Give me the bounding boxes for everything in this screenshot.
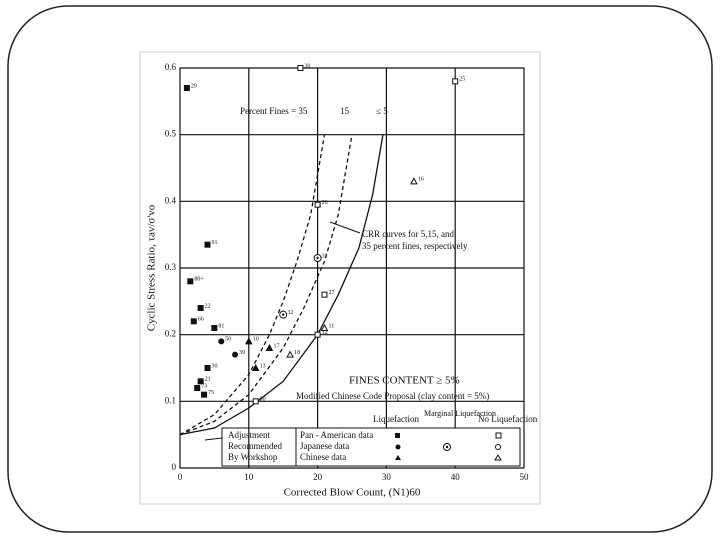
point — [197, 305, 204, 311]
point-label: 26 — [322, 200, 328, 206]
annotation: FINES CONTENT ≥ 5% — [349, 375, 460, 387]
point — [194, 385, 201, 391]
point — [204, 365, 211, 371]
x-tick-label: 30 — [382, 472, 392, 482]
x-tick-label: 10 — [244, 472, 254, 482]
point-label: 22 — [205, 303, 211, 309]
legend-column: Marginal Liquefaction — [424, 409, 496, 418]
y-axis-label: Cyclic Stress Ratio, τav/σ'vo — [146, 204, 158, 331]
y-tick-label: 0.1 — [165, 395, 176, 405]
point-center — [316, 256, 319, 260]
point — [297, 65, 304, 71]
point — [197, 378, 204, 385]
legend-box — [295, 427, 521, 467]
point — [265, 343, 274, 351]
annotation: Modified Chinese Code Proposal (clay con… — [296, 391, 489, 401]
point-label: 12 — [322, 330, 328, 336]
point — [187, 278, 194, 285]
point-label: 11 — [328, 323, 334, 329]
point — [190, 318, 197, 325]
x-tick-label: 20 — [313, 472, 323, 482]
point — [321, 291, 328, 298]
point — [232, 351, 239, 358]
y-tick-label: 0.3 — [165, 262, 177, 272]
annotation: 35 percent fines, respectively — [362, 241, 468, 251]
legend-symbol — [494, 454, 502, 461]
point-label: 81 — [218, 323, 224, 329]
point-label: 29 — [191, 83, 197, 89]
x-tick-label: 50 — [520, 472, 530, 482]
point — [244, 337, 253, 345]
point-label: 75 — [208, 390, 214, 396]
legend-symbol — [495, 444, 501, 450]
point-label: 25 — [459, 77, 465, 83]
annotation: CRR curves for 5,15, and — [362, 229, 454, 239]
annotation: Recommended — [228, 441, 282, 451]
point-label: 91 — [212, 240, 218, 246]
legend-symbol — [395, 433, 400, 438]
point-label: 18 — [294, 350, 300, 356]
point — [452, 78, 459, 85]
legend-symbol — [395, 455, 401, 460]
point — [218, 338, 225, 345]
point-label: 16 — [418, 177, 424, 183]
point-label: 17 — [273, 343, 279, 349]
y-tick-label: 0.6 — [165, 62, 177, 72]
arrow — [204, 437, 223, 441]
point — [314, 201, 321, 208]
crr-curve — [179, 134, 326, 436]
legend-symbol — [395, 444, 401, 450]
legend-row: Chinese data — [300, 452, 346, 462]
x-axis-label: Corrected Blow Count, (N1)60 — [284, 487, 421, 499]
point-label: 31 — [322, 253, 328, 259]
legend-column: Liquefaction — [373, 414, 419, 424]
point-center — [282, 313, 285, 316]
point — [183, 85, 190, 91]
y-tick-label: 0 — [172, 462, 177, 472]
crr-curve — [179, 134, 353, 436]
annotation: By Workshop — [228, 452, 278, 462]
point — [251, 363, 260, 371]
point — [252, 398, 259, 405]
point — [211, 325, 218, 331]
point-label: 73 — [201, 383, 207, 389]
adjustment-box — [221, 427, 297, 467]
x-tick-label: 40 — [451, 472, 461, 482]
legend-row: Pan - American data — [300, 430, 373, 440]
point-label: 21 — [205, 377, 211, 383]
annotation: 15 — [340, 106, 350, 116]
point-label: 80+ — [194, 277, 204, 283]
legend-symbol — [445, 445, 449, 449]
annotation: Percent Fines = 35 — [240, 106, 308, 116]
point — [410, 177, 418, 185]
point — [204, 241, 211, 248]
point-label: 30 — [212, 363, 218, 369]
legend-column: No Liquefaction — [478, 414, 538, 424]
x-tick-label: 0 — [178, 472, 183, 482]
point-label: 30 — [304, 63, 310, 69]
point-label: 50 — [225, 337, 231, 343]
point-label: 66 — [198, 317, 204, 323]
legend-row: Japanese data — [300, 441, 349, 451]
point — [314, 331, 321, 338]
point-label: 10 — [253, 337, 259, 343]
point-label: 39 — [239, 350, 245, 356]
y-tick-label: 0.5 — [165, 129, 177, 139]
y-tick-label: 0.2 — [165, 329, 176, 339]
annotation: ≤ 5 — [376, 106, 388, 116]
point-label: 32 — [287, 310, 293, 316]
y-tick-label: 0.4 — [165, 195, 177, 205]
point — [286, 350, 294, 358]
legend-symbol — [495, 432, 502, 439]
slide-frame — [7, 5, 713, 533]
point-label: 90 — [260, 397, 266, 403]
point-label: 27 — [328, 290, 334, 296]
point — [320, 323, 329, 331]
point — [201, 391, 208, 398]
point-label: 13 — [260, 363, 266, 369]
